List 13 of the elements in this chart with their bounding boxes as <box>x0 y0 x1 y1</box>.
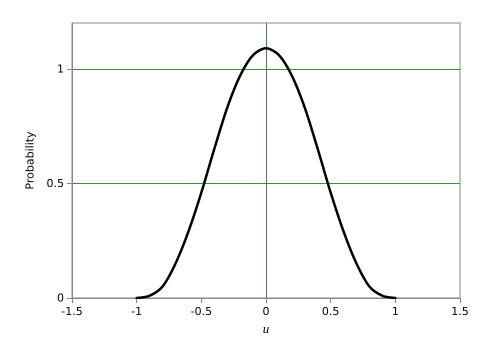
y-tick-label: 1 <box>57 62 64 76</box>
x-tick-label: -0.5 <box>190 305 212 318</box>
x-tick-label: 1.5 <box>451 305 469 318</box>
x-tick-label: -1 <box>131 305 142 318</box>
y-tick-label: 0 <box>57 292 64 304</box>
y-tick-label: 0.5 <box>46 176 64 190</box>
line-series <box>135 46 397 300</box>
x-axis-title: u <box>262 320 270 336</box>
x-tick-label: 0.5 <box>322 305 340 318</box>
y-axis-title: Probability <box>24 130 37 190</box>
x-tick-label: 0 <box>262 305 270 318</box>
x-tick-label: -1.5 <box>61 305 83 318</box>
x-tick-label: 1 <box>392 305 399 318</box>
